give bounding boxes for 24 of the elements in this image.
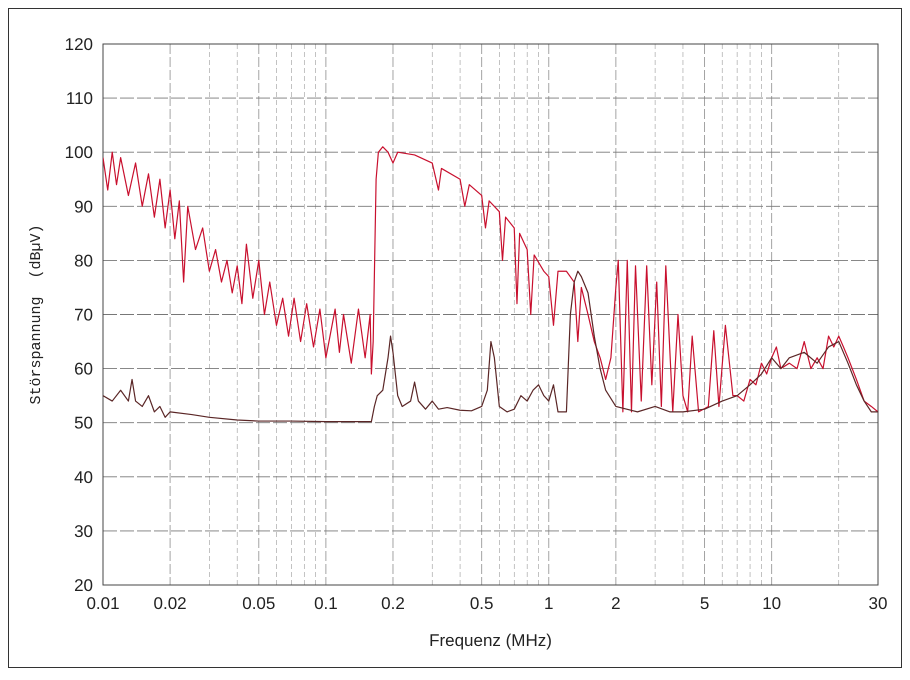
y-tick-label: 80 — [74, 251, 93, 270]
y-tick-label: 50 — [74, 414, 93, 433]
x-tick-label: 2 — [611, 594, 621, 613]
y-tick-label: 70 — [74, 305, 93, 324]
x-tick-label: 0.05 — [242, 594, 276, 613]
y-tick-label: 60 — [74, 360, 93, 379]
x-tick-label: 10 — [762, 594, 782, 613]
y-tick-label: 90 — [74, 197, 93, 216]
y-tick-label: 120 — [64, 34, 93, 54]
x-tick-label: 0.1 — [314, 594, 338, 613]
x-tick-label: 0.02 — [154, 594, 187, 613]
y-tick-label: 100 — [64, 143, 93, 162]
y-axis-title: Störspannung (dBµV) — [28, 224, 45, 405]
x-tick-label: 0.5 — [470, 594, 494, 613]
x-tick-label: 1 — [544, 594, 554, 613]
x-tick-label: 0.01 — [86, 594, 120, 613]
x-tick-label: 30 — [868, 594, 888, 613]
y-tick-label: 20 — [74, 576, 93, 595]
y-tick-label: 110 — [66, 89, 93, 108]
x-tick-label: 0.2 — [381, 594, 405, 613]
y-tick-label: 30 — [74, 522, 93, 541]
x-tick-label: 5 — [700, 594, 710, 613]
y-tick-label: 40 — [74, 468, 93, 487]
x-axis-title: Frequenz (MHz) — [429, 631, 552, 650]
